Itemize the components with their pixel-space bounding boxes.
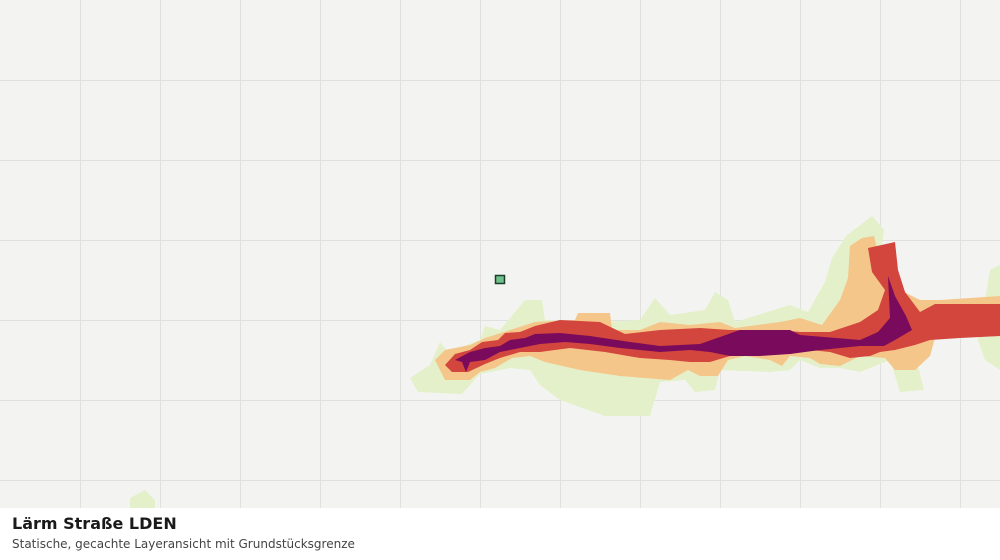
parcel-boundary[interactable] <box>494 274 506 285</box>
noise-zone-very-high <box>455 276 912 372</box>
layer-subtitle: Statische, gecachte Layeransicht mit Gru… <box>12 537 355 551</box>
caption-panel: Lärm Straße LDEN Statische, gecachte Lay… <box>0 508 1000 560</box>
layer-title: Lärm Straße LDEN <box>12 514 177 533</box>
